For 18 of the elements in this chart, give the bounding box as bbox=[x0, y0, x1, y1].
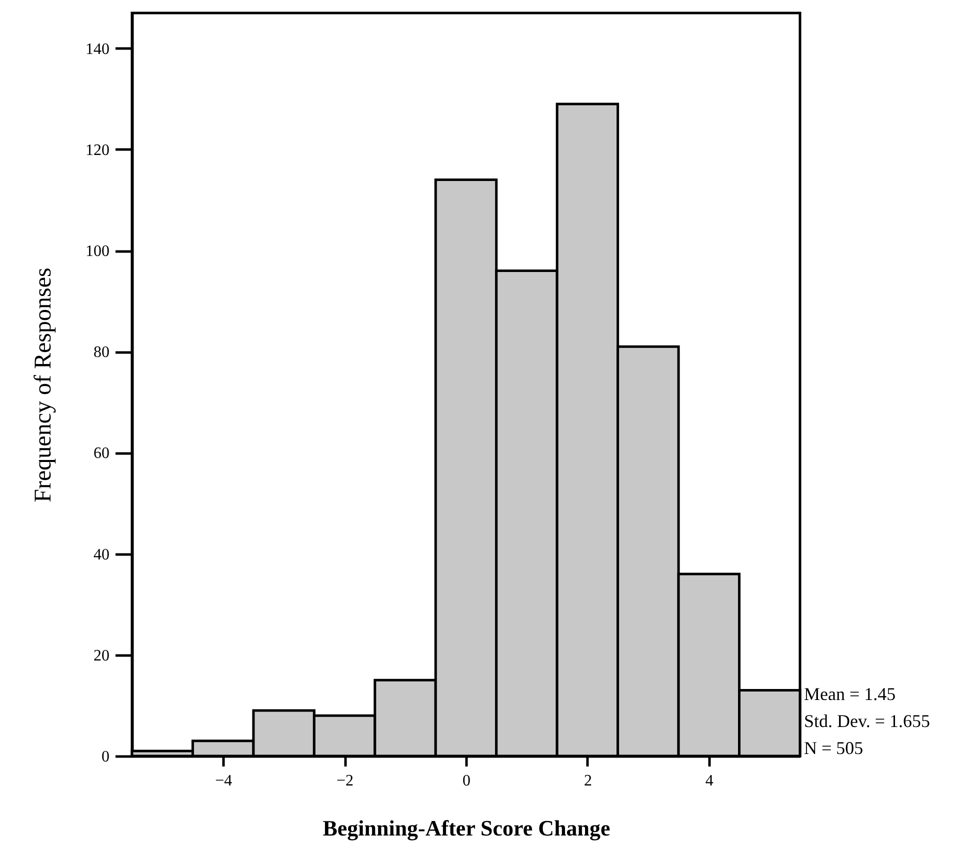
y-tick-label: 60 bbox=[94, 445, 110, 462]
x-tick-label: 0 bbox=[462, 772, 470, 790]
y-tick-label: 100 bbox=[86, 243, 110, 260]
y-axis-title: Frequency of Responses bbox=[30, 268, 56, 502]
x-tick-label: 4 bbox=[705, 772, 714, 790]
text: Mean = 1.45 bbox=[804, 684, 896, 704]
x-axis-title: Beginning-After Score Change bbox=[322, 816, 611, 840]
y-tick-label: 80 bbox=[94, 344, 110, 362]
y-tick-label: 0 bbox=[102, 748, 110, 766]
x-tick-label: −4 bbox=[215, 772, 232, 790]
y-tick-label: 140 bbox=[86, 40, 110, 58]
y-tick-label: 120 bbox=[86, 142, 110, 159]
text: N = 505 bbox=[804, 738, 864, 758]
y-tick-label: 40 bbox=[94, 546, 110, 564]
x-tick-label: 2 bbox=[584, 772, 592, 790]
x-tick-label: −2 bbox=[336, 772, 354, 790]
text: Std. Dev. = 1.655 bbox=[804, 711, 930, 731]
y-tick-label: 20 bbox=[94, 647, 110, 664]
